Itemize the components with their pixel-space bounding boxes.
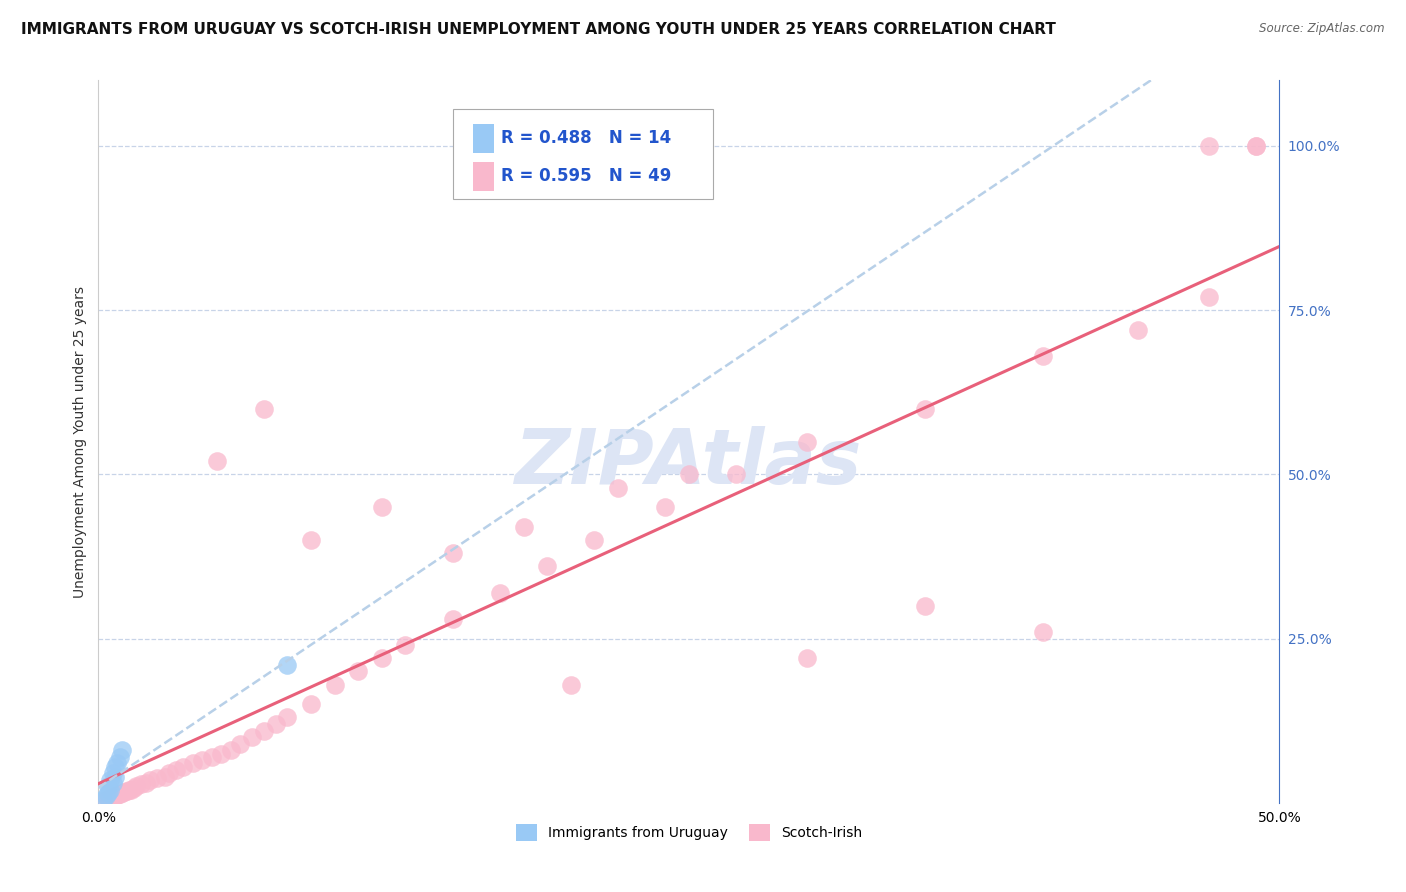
Point	[264, 717, 287, 731]
Point	[323, 677, 346, 691]
Point	[172, 760, 194, 774]
Point	[122, 781, 145, 796]
Point	[607, 481, 630, 495]
Point	[583, 533, 606, 547]
Point	[536, 559, 558, 574]
Point	[105, 756, 128, 771]
Point	[240, 730, 263, 744]
Point	[104, 789, 127, 804]
Point	[796, 434, 818, 449]
Point	[104, 770, 127, 784]
Legend: Immigrants from Uruguay, Scotch-Irish: Immigrants from Uruguay, Scotch-Irish	[510, 818, 868, 847]
Point	[299, 698, 322, 712]
Point	[347, 665, 370, 679]
Y-axis label: Unemployment Among Youth under 25 years: Unemployment Among Youth under 25 years	[73, 285, 87, 598]
Point	[371, 500, 394, 515]
Point	[94, 789, 117, 804]
Point	[121, 782, 143, 797]
Point	[1198, 139, 1220, 153]
Point	[560, 677, 582, 691]
Point	[276, 710, 298, 724]
Point	[101, 790, 124, 805]
Point	[914, 401, 936, 416]
Point	[97, 786, 120, 800]
Point	[111, 786, 134, 800]
Point	[98, 782, 121, 797]
FancyBboxPatch shape	[453, 109, 713, 200]
Point	[678, 467, 700, 482]
Text: ZIPAtlas: ZIPAtlas	[515, 426, 863, 500]
Point	[1244, 139, 1267, 153]
Point	[181, 756, 204, 771]
Point	[105, 788, 128, 802]
Point	[118, 783, 141, 797]
Point	[111, 743, 134, 757]
Point	[125, 780, 148, 794]
Point	[104, 760, 127, 774]
Text: IMMIGRANTS FROM URUGUAY VS SCOTCH-IRISH UNEMPLOYMENT AMONG YOUTH UNDER 25 YEARS : IMMIGRANTS FROM URUGUAY VS SCOTCH-IRISH …	[21, 22, 1056, 37]
Point	[253, 723, 276, 738]
Point	[299, 533, 322, 547]
Text: Source: ZipAtlas.com: Source: ZipAtlas.com	[1260, 22, 1385, 36]
Point	[129, 777, 152, 791]
Point	[98, 772, 121, 787]
Point	[441, 546, 464, 560]
Point	[209, 747, 232, 761]
Point	[112, 785, 135, 799]
Point	[796, 651, 818, 665]
Point	[205, 454, 228, 468]
Point	[1032, 349, 1054, 363]
Point	[153, 770, 176, 784]
Point	[229, 737, 252, 751]
Point	[725, 467, 748, 482]
Point	[441, 612, 464, 626]
Point	[139, 772, 162, 787]
Point	[98, 791, 121, 805]
Point	[253, 401, 276, 416]
Point	[201, 749, 224, 764]
Point	[914, 599, 936, 613]
Point	[97, 792, 120, 806]
Point	[101, 776, 124, 790]
Point	[91, 792, 114, 806]
Point	[276, 657, 298, 672]
Point	[135, 776, 157, 790]
Point	[394, 638, 416, 652]
Point	[371, 651, 394, 665]
Point	[654, 500, 676, 515]
Point	[108, 749, 131, 764]
Point	[146, 771, 169, 785]
Point	[165, 763, 187, 777]
Point	[219, 743, 242, 757]
Text: R = 0.595   N = 49: R = 0.595 N = 49	[501, 168, 672, 186]
Point	[1198, 290, 1220, 304]
Point	[94, 792, 117, 806]
Point	[1032, 625, 1054, 640]
Point	[489, 585, 512, 599]
Text: R = 0.488   N = 14: R = 0.488 N = 14	[501, 129, 672, 147]
Point	[97, 780, 120, 794]
Point	[115, 784, 138, 798]
FancyBboxPatch shape	[472, 124, 494, 153]
Point	[1126, 323, 1149, 337]
Point	[157, 766, 180, 780]
Point	[191, 753, 214, 767]
Point	[512, 520, 534, 534]
Point	[1244, 139, 1267, 153]
Point	[108, 787, 131, 801]
FancyBboxPatch shape	[472, 162, 494, 191]
Point	[101, 766, 124, 780]
